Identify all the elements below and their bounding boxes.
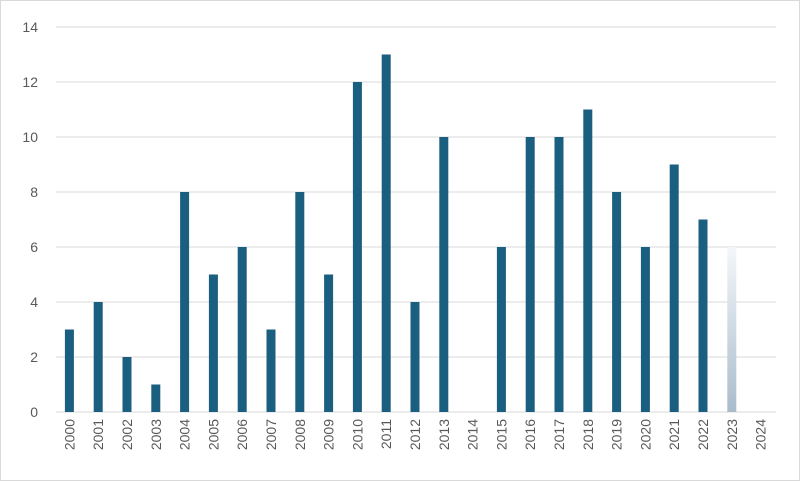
- x-tick-label-2010: 2010: [349, 419, 365, 450]
- bar-2005: [208, 274, 218, 412]
- bars: [64, 54, 737, 412]
- bar-2011: [381, 54, 391, 412]
- x-tick-label-2020: 2020: [637, 419, 653, 450]
- x-tick-label-2008: 2008: [292, 419, 308, 450]
- x-tick-label-2016: 2016: [522, 419, 538, 450]
- bar-2010: [352, 82, 362, 412]
- x-tick-label-2001: 2001: [90, 419, 106, 450]
- x-tick-label-2004: 2004: [177, 419, 193, 450]
- y-tick-label-14: 14: [22, 19, 38, 35]
- bar-2021: [669, 164, 679, 412]
- bar-2009: [324, 274, 334, 412]
- bar-2018: [583, 109, 593, 412]
- x-tick-label-2003: 2003: [148, 419, 164, 450]
- bar-2019: [612, 192, 622, 412]
- bar-2012: [410, 302, 420, 412]
- y-tick-label-8: 8: [30, 184, 38, 200]
- bar-2001: [93, 302, 103, 412]
- x-tick-label-2022: 2022: [695, 419, 711, 450]
- bar-2003: [151, 384, 161, 412]
- x-tick-label-2005: 2005: [205, 419, 221, 450]
- bar-2020: [640, 247, 650, 412]
- x-tick-label-2018: 2018: [580, 419, 596, 450]
- y-tick-label-2: 2: [30, 349, 38, 365]
- x-tick-label-2019: 2019: [609, 419, 625, 450]
- x-tick-label-2009: 2009: [321, 419, 337, 450]
- bar-2004: [180, 192, 190, 412]
- y-tick-label-10: 10: [22, 129, 38, 145]
- bar-2023: [727, 247, 737, 412]
- x-tick-label-2007: 2007: [263, 419, 279, 450]
- x-tick-label-2000: 2000: [61, 419, 77, 450]
- y-tick-label-6: 6: [30, 239, 38, 255]
- bar-2000: [64, 329, 74, 412]
- x-axis-tick-labels: 2000 2001 2002 2003 2004 2005 2006 2007 2008 2009…: [61, 419, 768, 450]
- x-tick-label-2002: 2002: [119, 419, 135, 450]
- x-tick-label-2024: 2024: [753, 419, 769, 450]
- x-tick-label-2013: 2013: [436, 419, 452, 450]
- bar-2022: [698, 219, 708, 412]
- x-tick-label-2012: 2012: [407, 419, 423, 450]
- x-tick-label-2023: 2023: [724, 419, 740, 450]
- x-tick-label-2011: 2011: [378, 419, 394, 449]
- bar-2013: [439, 137, 449, 412]
- x-tick-label-2015: 2015: [493, 419, 509, 450]
- bar-2015: [496, 247, 506, 412]
- y-tick-label-4: 4: [30, 294, 38, 310]
- bar-2007: [266, 329, 276, 412]
- x-tick-label-2014: 2014: [465, 419, 481, 450]
- x-tick-label-2006: 2006: [234, 419, 250, 450]
- y-axis-tick-labels: 0 2 4 6 8 10 12 14: [22, 19, 38, 420]
- x-tick-label-2021: 2021: [666, 419, 682, 450]
- bar-2017: [554, 137, 564, 412]
- bar-2002: [122, 357, 132, 412]
- bar-2016: [525, 137, 535, 412]
- bar-2006: [237, 247, 247, 412]
- x-tick-label-2017: 2017: [551, 419, 567, 450]
- bar-2008: [295, 192, 305, 412]
- y-tick-label-12: 12: [22, 74, 38, 90]
- y-tick-label-0: 0: [30, 404, 38, 420]
